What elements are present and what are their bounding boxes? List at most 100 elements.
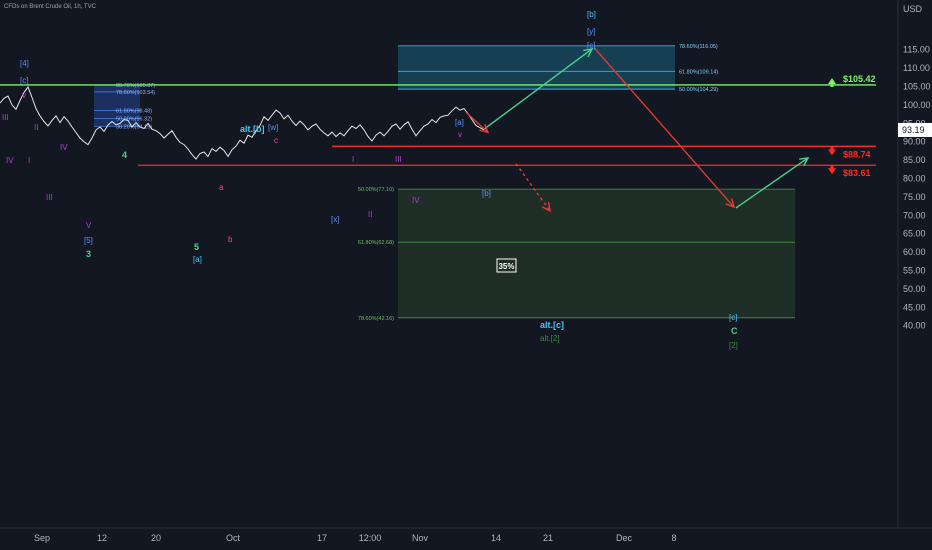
wave-label: C — [731, 326, 738, 336]
wave-label: IV — [60, 143, 68, 152]
y-tick-label: 55.00 — [903, 266, 926, 276]
fib-level-label: 61.80%(109.14) — [679, 69, 718, 75]
wave-label: I — [352, 155, 354, 164]
y-tick-label: 105.00 — [903, 82, 931, 92]
projection-line — [735, 157, 809, 209]
fib-level-label: 88.70%(105.37) — [116, 83, 155, 89]
wave-label: [a] — [193, 255, 202, 264]
fib-level-label: 50.00%(104.29) — [679, 87, 718, 93]
x-tick-label: Sep — [34, 533, 50, 543]
x-tick-label: 17 — [317, 533, 327, 543]
wave-label: [c] — [20, 76, 28, 85]
price-line — [0, 85, 485, 160]
y-tick-label: 100.00 — [903, 100, 931, 110]
fib-level-label: 78.60%(116.05) — [679, 44, 718, 50]
y-tick-label: 75.00 — [903, 192, 926, 202]
wave-label: b — [228, 235, 233, 244]
fib-level-label: 50.00%(77.10) — [358, 187, 394, 193]
arrow-down-stem — [830, 165, 834, 170]
price-series — [0, 85, 485, 160]
x-tick-label: Dec — [616, 533, 633, 543]
wave-label: [a] — [455, 118, 464, 127]
y-tick-label: 60.00 — [903, 247, 926, 257]
x-tick-label: 21 — [543, 533, 553, 543]
y-tick-label: 65.00 — [903, 229, 926, 239]
y-tick-label: 45.00 — [903, 302, 926, 312]
last-price-label: 93.19 — [902, 125, 925, 135]
fib-zone — [398, 45, 675, 90]
wave-label: II — [34, 123, 38, 132]
wave-label: v — [22, 91, 26, 100]
x-tick-label: 12:00 — [359, 533, 382, 543]
x-tick-label: 8 — [671, 533, 676, 543]
wave-label: V — [86, 221, 92, 230]
fib-zones: 78.60%(116.05) 61.80%(109.14) 50.00%(104.2… — [94, 44, 795, 322]
fib-level-label: 61.80%(62.68) — [358, 240, 394, 246]
probability-box — [496, 258, 517, 273]
horizontal-levels: $105.42 $88.74 $83.61 — [0, 74, 876, 178]
projection-arrowhead — [479, 123, 490, 134]
price-level-label: $105.42 — [843, 74, 876, 84]
wave-label: [b] — [482, 189, 491, 198]
arrow-down-icon — [828, 168, 836, 175]
wave-label: [c] — [587, 41, 595, 50]
fib-level-label: 78.60%(42.16) — [358, 316, 394, 322]
wave-label: c — [274, 136, 278, 145]
last-price-badge — [898, 122, 932, 137]
price-level-label: $83.61 — [843, 168, 871, 178]
wave-label: v — [458, 130, 462, 139]
wave-label: III — [46, 193, 53, 202]
fib-level-label: 78.60%(103.54) — [116, 90, 155, 96]
price-level-label: $88.74 — [843, 149, 871, 159]
currency-label: USD — [903, 4, 923, 14]
wave-label: [5] — [84, 236, 93, 245]
wave-label: [x] — [331, 215, 339, 224]
arrow-up-stem — [830, 82, 834, 87]
y-tick-label: 70.00 — [903, 210, 926, 220]
y-tick-label: 50.00 — [903, 284, 926, 294]
y-tick-label: 115.00 — [903, 45, 930, 55]
wave-label: alt.[2] — [540, 334, 560, 343]
fib-level-label: 38.20%(94.19) — [116, 124, 152, 130]
wave-label: [2] — [729, 341, 738, 350]
wave-label: a — [219, 183, 224, 192]
y-tick-label: 110.00 — [903, 63, 930, 73]
projection-line — [515, 163, 551, 212]
x-tick-label: 20 — [151, 533, 161, 543]
wave-label: [c] — [729, 313, 737, 322]
wave-label: IV — [6, 156, 14, 165]
arrow-up-icon — [828, 77, 836, 84]
projection-line — [483, 48, 593, 130]
fib-level-label: 61.80%(98.48) — [116, 108, 152, 114]
y-tick-label: 90.00 — [903, 137, 926, 147]
projection-arrowhead — [541, 201, 551, 213]
wave-label: 5 — [194, 242, 199, 252]
projection-arrowhead — [583, 48, 594, 58]
wave-label: alt.[b] — [240, 124, 265, 134]
y-tick-label: 80.00 — [903, 174, 926, 184]
wave-label: [w] — [268, 123, 278, 132]
wave-label: I — [28, 156, 30, 165]
x-tick-label: 14 — [491, 533, 501, 543]
projection-line — [465, 111, 489, 134]
arrow-down-icon — [828, 149, 836, 156]
x-tick-label: Oct — [226, 533, 241, 543]
projection-arrowhead — [799, 156, 810, 167]
fib-zone — [398, 189, 795, 318]
wave-label: 3 — [86, 249, 91, 259]
probability-box: 35% — [496, 258, 517, 273]
y-tick-label: 85.00 — [903, 155, 926, 165]
wave-label: III — [2, 113, 9, 122]
wave-label: IV — [412, 196, 420, 205]
chart-title: CFDs on Brent Crude Oil, 1h, TVC — [4, 4, 96, 10]
wave-label: [y] — [587, 27, 595, 36]
fib-level-label: 50.00%(96.32) — [116, 116, 152, 122]
probability-label: 35% — [498, 262, 514, 271]
wave-label: [4] — [20, 59, 29, 68]
projection-arrows — [465, 47, 810, 213]
wave-label: II — [368, 210, 372, 219]
y-tick-label: 40.00 — [903, 321, 926, 331]
